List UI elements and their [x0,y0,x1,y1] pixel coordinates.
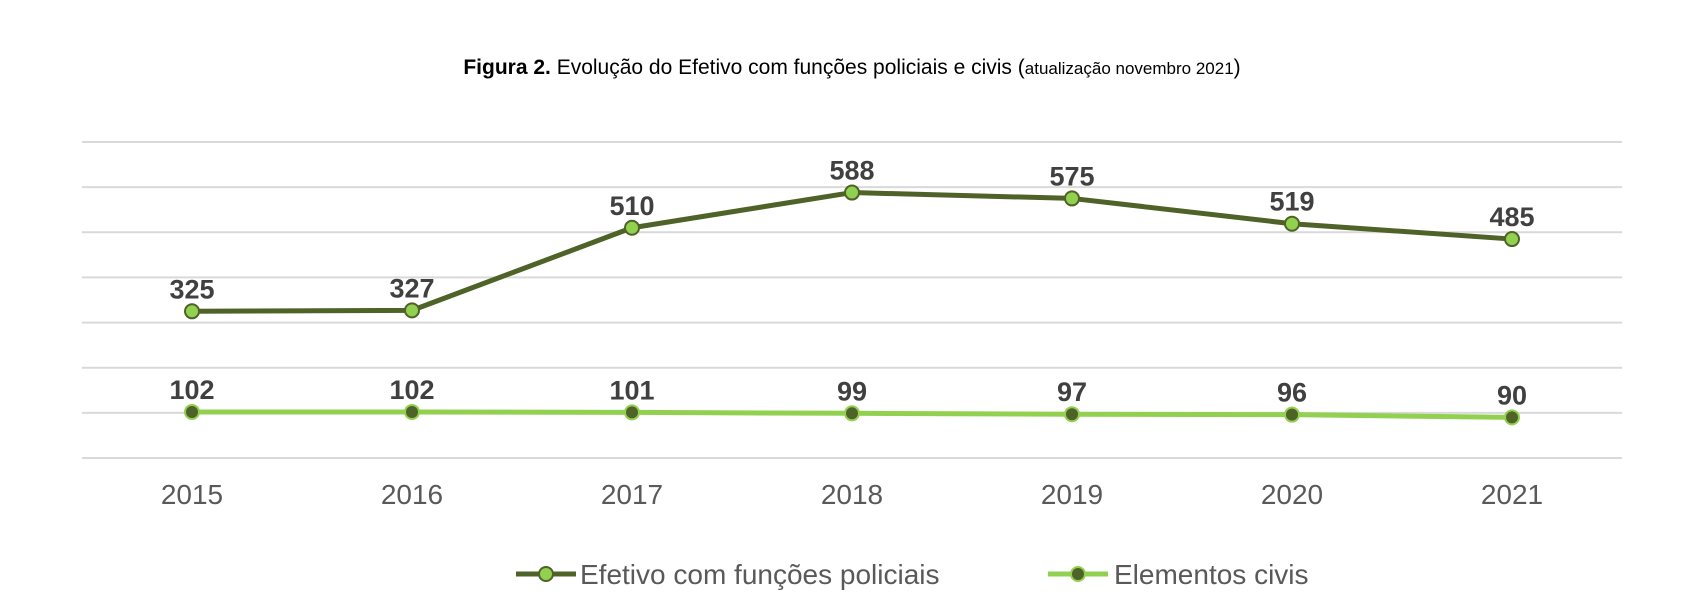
data-point [1064,406,1080,423]
series-1: 325 327 510 588 575 519 485 [169,156,1535,320]
data-label: 575 [1049,161,1094,191]
x-axis: 2015 2016 2017 2018 2019 2020 2021 [161,479,1543,510]
data-label: 327 [389,273,434,303]
x-tick-label: 2020 [1261,479,1323,510]
data-label: 97 [1057,377,1087,407]
chart-title-prefix: Figura 2. [463,56,551,79]
chart-title-suffix-open: ( [1017,56,1025,79]
data-label: 519 [1269,187,1314,217]
x-tick-label: 2018 [821,479,883,510]
x-tick-label: 2021 [1481,479,1543,510]
data-point [184,403,200,420]
chart-title-suffix: atualização novembro 2021 [1024,59,1234,78]
data-label: 96 [1277,378,1307,408]
data-point [624,404,640,421]
data-label: 588 [829,156,874,186]
data-label: 90 [1497,380,1527,410]
chart-title-suffix-close: ) [1233,56,1241,79]
legend-marker [538,566,554,582]
data-label: 102 [389,375,434,405]
legend-label: Efetivo com funções policiais [580,559,940,590]
data-label: 99 [837,376,867,406]
legend-label: Elementos civis [1114,559,1309,590]
data-point [1284,215,1300,232]
data-label: 325 [169,274,214,304]
data-point [844,405,860,422]
data-point [1284,406,1300,423]
data-point [1504,409,1520,426]
chart-title-main: Evolução do Efetivo com funções policiai… [556,56,1012,79]
legend-marker [1070,566,1086,582]
x-tick-label: 2017 [601,479,663,510]
data-point [1064,190,1080,207]
x-tick-label: 2015 [161,479,223,510]
data-label: 485 [1489,202,1534,232]
series-2: 102 102 101 99 97 96 90 [169,375,1527,426]
data-label: 510 [609,191,654,221]
legend-item: Efetivo com funções policiais [516,559,940,590]
data-point [404,403,420,420]
data-label: 102 [169,375,214,405]
gridlines [82,141,1622,459]
data-point [624,219,640,236]
chart-title: Figura 2. Evolução do Efetivo com funçõe… [0,56,1704,80]
x-tick-label: 2019 [1041,479,1103,510]
data-label: 101 [609,375,654,405]
data-point [844,184,860,201]
data-point [404,302,420,319]
legend-item: Elementos civis [1048,559,1309,590]
data-point [184,303,200,320]
x-tick-label: 2016 [381,479,443,510]
data-point [1504,231,1520,248]
legend: Efetivo com funções policiais Elementos c… [516,559,1309,590]
